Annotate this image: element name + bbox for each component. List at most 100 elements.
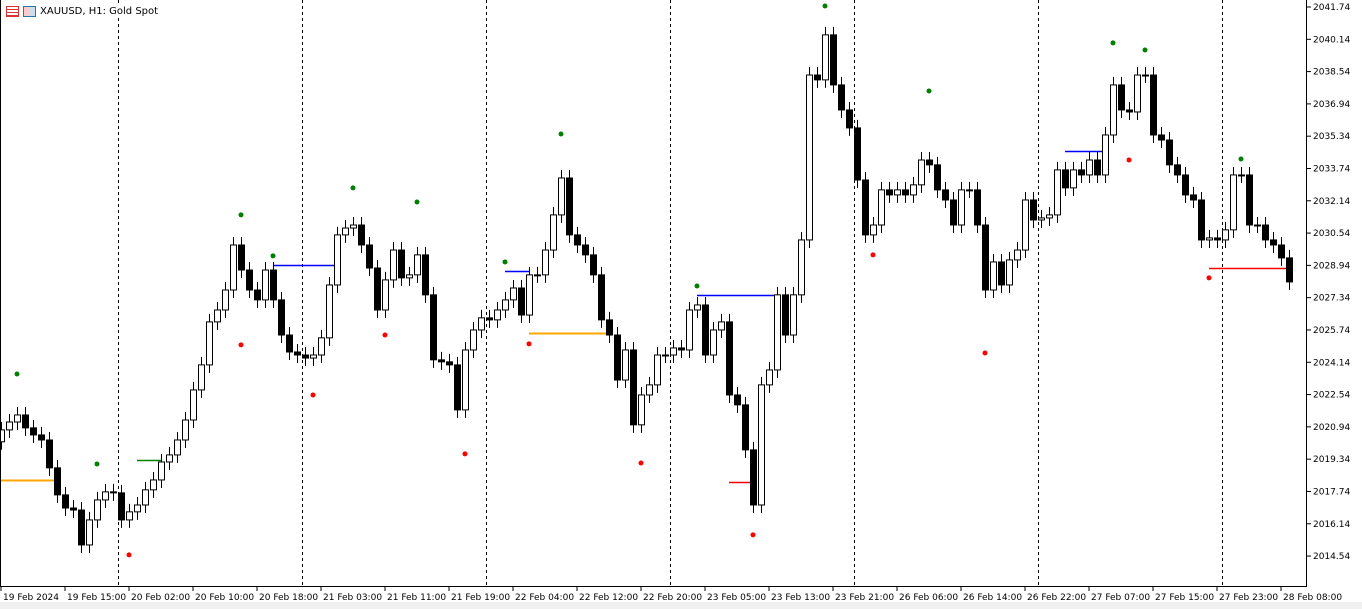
candle-body [1006,259,1013,286]
candle [1214,229,1221,248]
candle [526,266,533,324]
x-tick-label: 27 Feb 07:00 [1091,593,1150,602]
candle-body [638,394,645,426]
candle [838,76,845,118]
candle [214,301,221,330]
candle-body [862,179,869,236]
candle [1246,166,1253,234]
candle-body [622,349,629,381]
y-tick-label: 2032.14 [1313,197,1350,207]
candle [14,406,21,431]
candle [406,266,413,286]
candle-body [1126,109,1133,113]
candle [78,502,85,553]
candle-body [190,389,197,421]
candle-body [438,359,445,363]
x-tick-label: 22 Feb 20:00 [643,593,702,602]
candle-body [414,254,421,276]
candle [694,296,701,318]
candle-body [966,189,973,192]
candle [230,236,237,299]
fractal-up-marker [1110,40,1116,46]
candle-body [646,384,653,396]
candle [118,484,125,528]
candle-body [110,491,117,494]
time-axis[interactable]: 19 Feb 2024 19 Feb 15:00 20 Feb 02:00 20 Fe… [0,586,1342,602]
fractal-down-marker [982,350,988,356]
x-tick-label: 21 Feb 11:00 [387,593,446,602]
candle-body [494,309,501,321]
candle-body [566,177,573,236]
candle-body [1102,134,1109,176]
candle-body [134,504,141,513]
candle-body [814,74,821,81]
candle-body [126,511,133,521]
candle-body [878,189,885,226]
candle-body [894,189,901,196]
candle-body [782,294,789,336]
candle [46,431,53,476]
candle-body [62,494,69,509]
candle-body [142,489,149,506]
candle-body [766,369,773,386]
x-tick-label: 19 Feb 2024 [3,593,59,602]
x-tick-label: 23 Feb 13:00 [771,593,830,602]
y-tick-label: 2022.54 [1313,391,1350,401]
candle [542,242,549,283]
y-tick-label: 2014.54 [1313,552,1350,562]
candle-body [1030,199,1037,221]
candle-body [422,254,429,296]
status-strip [0,602,1362,609]
candle [1014,242,1021,268]
candle-body [590,254,597,276]
candle [6,414,13,438]
x-tick-label: 26 Feb 22:00 [1027,593,1086,602]
price-axis[interactable]: 2041.74 2040.14 2038.54 2036.94 2035.34 2033.… [1306,3,1350,562]
candle-body [734,394,741,406]
candle-body [1222,229,1229,241]
candle [1254,217,1261,234]
candle-body [550,214,557,251]
candle-body [934,164,941,191]
x-tick-label: 22 Feb 12:00 [579,593,638,602]
candle [926,152,933,173]
candle [318,329,325,364]
candle [638,386,645,433]
candle-body [958,189,965,226]
candle [454,356,461,418]
candle-body [806,74,813,241]
candle-body [1070,169,1077,189]
candle-body [1214,237,1221,241]
candle [262,262,269,308]
candle-body [478,317,485,331]
candle-body [558,177,565,216]
x-tick-label: 26 Feb 06:00 [899,593,958,602]
candle [1286,249,1293,290]
candle-body [998,261,1005,286]
candle [966,181,973,198]
candle [1150,67,1157,143]
candle-body [1182,174,1189,196]
candle [1262,217,1269,248]
candle [950,191,957,234]
candle-body [174,439,181,456]
x-tick-label: 20 Feb 18:00 [259,593,318,602]
fractal-down-marker [1126,157,1132,163]
candle [1126,101,1133,120]
chart-properties-icon[interactable] [23,6,36,17]
candle [590,246,597,283]
candle [86,511,93,553]
candle [190,381,197,428]
fractal-down-marker [238,342,244,348]
y-tick-label: 2040.14 [1313,35,1350,45]
chart-list-icon[interactable] [6,6,19,17]
candle-body [70,507,77,511]
candle [726,313,733,403]
candle [182,411,189,448]
candle-body [510,287,517,301]
candle [1278,236,1285,266]
candle-body [598,274,605,321]
y-tick-label: 2024.14 [1313,358,1350,368]
candle [646,376,653,403]
